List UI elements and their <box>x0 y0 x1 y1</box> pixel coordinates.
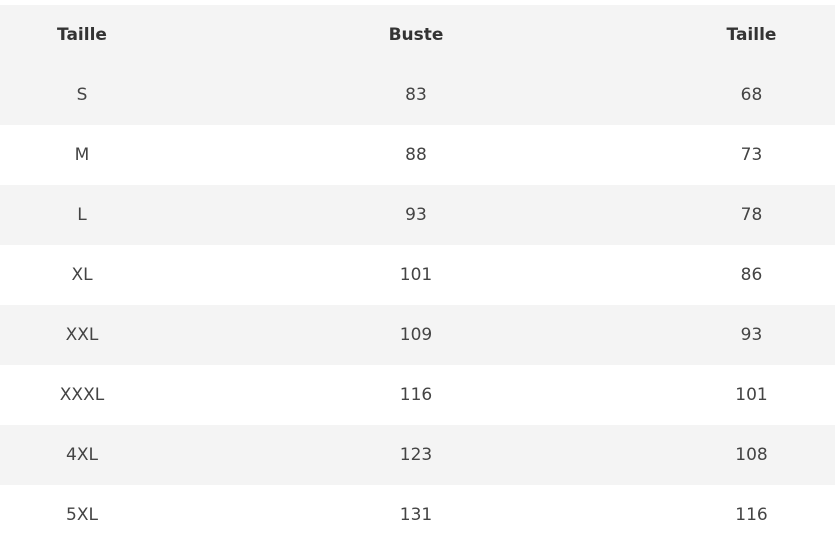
size-chart-table: Taille Buste Taille S 83 68 M 88 73 L 93 78 XL 101… <box>0 5 835 545</box>
table-row: M 88 73 <box>0 125 835 185</box>
table-row: XL 101 86 <box>0 245 835 305</box>
header-waist: Taille <box>726 25 777 45</box>
table-row: L 93 78 <box>0 185 835 245</box>
cell-size: XXXL <box>59 385 105 405</box>
cell-bust: 109 <box>399 325 433 345</box>
cell-bust: 123 <box>399 445 433 465</box>
table-row: 5XL 131 116 <box>0 485 835 545</box>
table-header-row: Taille Buste Taille <box>0 5 835 65</box>
cell-size: L <box>77 205 87 225</box>
cell-bust: 131 <box>399 505 433 525</box>
cell-bust: 88 <box>405 145 427 165</box>
cell-bust: 83 <box>405 85 427 105</box>
table-row: 4XL 123 108 <box>0 425 835 485</box>
cell-waist: 116 <box>735 505 768 525</box>
cell-waist: 93 <box>740 325 763 345</box>
cell-waist: 73 <box>740 145 763 165</box>
cell-waist: 68 <box>740 85 763 105</box>
cell-size: XXL <box>65 325 99 345</box>
table-row: XXXL 116 101 <box>0 365 835 425</box>
cell-bust: 93 <box>405 205 427 225</box>
cell-waist: 78 <box>740 205 763 225</box>
cell-size: XL <box>71 265 93 285</box>
cell-size: 4XL <box>66 445 98 465</box>
cell-bust: 101 <box>399 265 433 285</box>
header-size: Taille <box>57 25 107 45</box>
header-bust: Buste <box>388 25 444 45</box>
cell-bust: 116 <box>399 385 433 405</box>
table-row: S 83 68 <box>0 65 835 125</box>
cell-waist: 86 <box>740 265 763 285</box>
cell-waist: 101 <box>735 385 768 405</box>
table-row: XXL 109 93 <box>0 305 835 365</box>
cell-size: S <box>76 85 88 105</box>
cell-waist: 108 <box>735 445 768 465</box>
cell-size: 5XL <box>66 505 98 525</box>
cell-size: M <box>74 145 90 165</box>
